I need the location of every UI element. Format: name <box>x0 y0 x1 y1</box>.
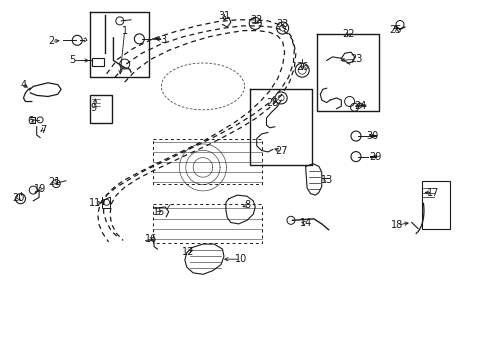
Text: 13: 13 <box>320 175 332 185</box>
Text: 2: 2 <box>48 36 54 46</box>
Text: 21: 21 <box>48 177 61 187</box>
Text: 1: 1 <box>122 26 127 36</box>
Text: 31: 31 <box>217 11 230 21</box>
Text: 18: 18 <box>390 220 403 230</box>
Text: 26: 26 <box>295 62 308 72</box>
Text: 10: 10 <box>234 254 246 264</box>
Text: 6: 6 <box>27 116 33 126</box>
Bar <box>90 95 112 123</box>
Text: 27: 27 <box>274 146 287 156</box>
Text: 12: 12 <box>182 247 194 257</box>
Text: 3: 3 <box>161 35 166 45</box>
Text: 22: 22 <box>341 29 354 39</box>
Bar <box>421 181 448 229</box>
Text: 4: 4 <box>20 80 26 90</box>
Text: 20: 20 <box>12 193 25 203</box>
Text: 23: 23 <box>349 54 362 64</box>
Text: 33: 33 <box>276 19 288 30</box>
Text: 15: 15 <box>152 207 165 217</box>
Text: 5: 5 <box>69 55 75 66</box>
Text: 32: 32 <box>250 15 263 25</box>
Text: 9: 9 <box>91 103 97 113</box>
Text: 17: 17 <box>426 188 438 198</box>
Text: 28: 28 <box>266 98 279 108</box>
Text: 8: 8 <box>244 200 249 210</box>
Text: 19: 19 <box>34 184 46 194</box>
Text: 24: 24 <box>354 101 366 111</box>
Text: 16: 16 <box>144 234 157 244</box>
Text: 7: 7 <box>40 125 46 135</box>
Text: 29: 29 <box>368 152 381 162</box>
Text: 25: 25 <box>388 24 401 35</box>
Text: 11: 11 <box>89 198 102 208</box>
Bar <box>92 58 104 66</box>
Text: 14: 14 <box>299 218 311 228</box>
Text: 30: 30 <box>366 131 378 141</box>
